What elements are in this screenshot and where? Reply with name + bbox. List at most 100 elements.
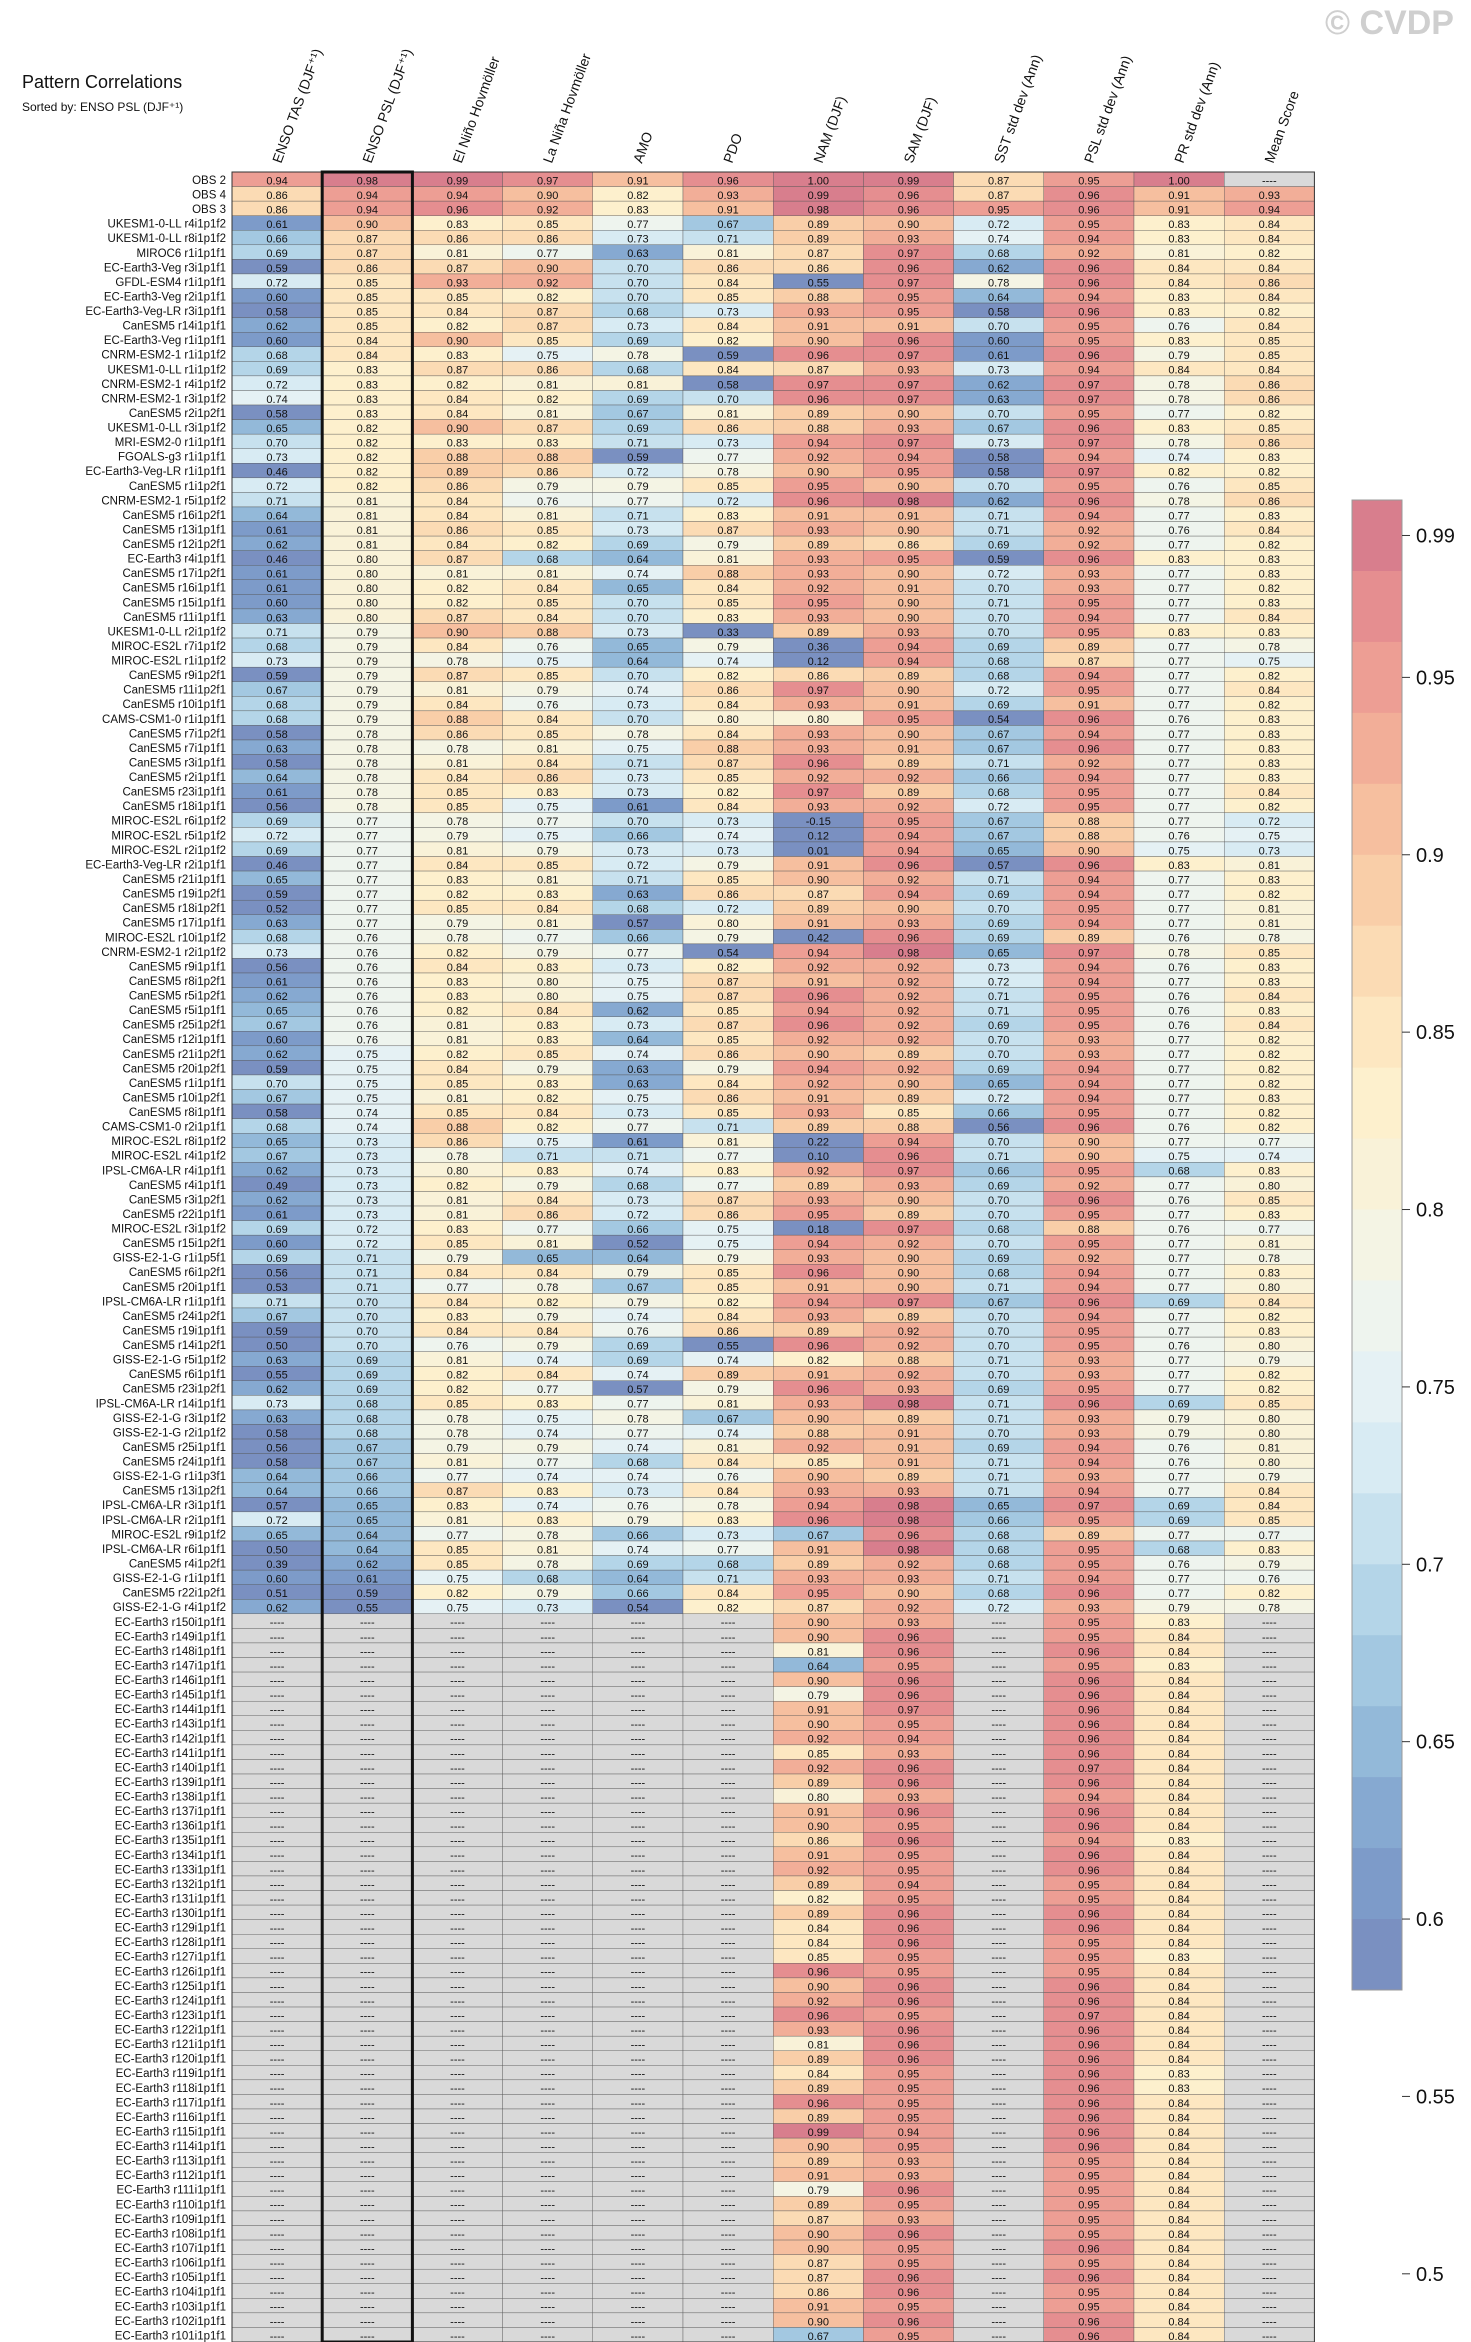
- row-label: EC-Earth3 r120i1p1f1: [115, 2054, 226, 2066]
- cell-value: 0.95: [898, 1719, 919, 1731]
- cell-value: 0.69: [627, 1340, 648, 1352]
- cell-value: 0.81: [1259, 1442, 1280, 1454]
- colorbar-tick-label: 0.7: [1416, 1554, 1444, 1576]
- cell-value: 0.87: [447, 612, 468, 624]
- cell-value: 0.95: [1078, 1107, 1099, 1119]
- cell-value: 0.84: [1168, 1763, 1189, 1775]
- cell-value: ----: [1262, 2141, 1277, 2153]
- cell-value: 0.83: [627, 205, 648, 217]
- cell-value: ----: [1262, 1908, 1277, 1920]
- cell-value: ----: [360, 1879, 375, 1891]
- cell-value: ----: [540, 1675, 555, 1687]
- cell-value: 0.96: [1078, 743, 1099, 755]
- cell-value: ----: [270, 1705, 285, 1717]
- cell-value: 0.96: [898, 1777, 919, 1789]
- cell-value: 0.98: [808, 205, 829, 217]
- row-label: EC-Earth3 r133i1p1f1: [115, 1864, 226, 1876]
- row-label: EC-Earth3 r145i1p1f1: [115, 1690, 226, 1702]
- cell-value: 0.96: [808, 1967, 829, 1979]
- cell-value: ----: [631, 1763, 646, 1775]
- cell-value: 0.97: [808, 787, 829, 799]
- cell-value: 0.87: [808, 2273, 829, 2285]
- cell-value: 0.96: [1078, 2025, 1099, 2037]
- cell-value: ----: [991, 1923, 1006, 1935]
- row-label: MIROC-ES2L r6i1p1f2: [111, 816, 226, 828]
- cell-value: 0.77: [1168, 976, 1189, 988]
- cell-value: 0.92: [1078, 1180, 1099, 1192]
- column-header: SAM (DJF): [900, 95, 939, 166]
- cell-value: 0.66: [988, 1515, 1009, 1527]
- cell-value: 0.67: [988, 743, 1009, 755]
- cell-value: 0.73: [357, 1137, 378, 1149]
- cell-value: 0.84: [537, 714, 558, 726]
- cell-value: 0.83: [447, 438, 468, 450]
- cell-value: 0.91: [898, 321, 919, 333]
- cell-value: 0.93: [898, 365, 919, 377]
- cell-value: 0.81: [1259, 1239, 1280, 1251]
- cell-value: ----: [360, 1807, 375, 1819]
- cell-value: 0.59: [266, 889, 287, 901]
- cell-value: 0.94: [808, 1501, 829, 1513]
- cell-value: 0.77: [1168, 510, 1189, 522]
- cell-value: 0.95: [1078, 1661, 1099, 1673]
- cell-value: ----: [1262, 1923, 1277, 1935]
- cell-value: ----: [450, 1807, 465, 1819]
- row-label: GISS-E2-1-G r5i1p1f2: [113, 1355, 226, 1367]
- cell-value: ----: [721, 2316, 736, 2328]
- cell-value: 0.58: [988, 306, 1009, 318]
- cell-value: 0.85: [1259, 1515, 1280, 1527]
- colorbar-swatch: [1352, 1138, 1402, 1211]
- cell-value: 0.91: [808, 1544, 829, 1556]
- cell-value: 0.90: [537, 263, 558, 275]
- cell-value: 0.69: [988, 1253, 1009, 1265]
- cell-value: 0.76: [1168, 991, 1189, 1003]
- cell-value: ----: [721, 2127, 736, 2139]
- cell-value: 0.83: [447, 874, 468, 886]
- cell-value: ----: [540, 1661, 555, 1673]
- cell-value: 0.96: [1078, 350, 1099, 362]
- cell-value: 0.83: [717, 510, 738, 522]
- cell-value: ----: [450, 1690, 465, 1702]
- cell-value: 0.73: [717, 816, 738, 828]
- cell-value: 0.95: [898, 554, 919, 566]
- cell-value: 0.82: [357, 452, 378, 464]
- cell-value: 0.89: [898, 1413, 919, 1425]
- cell-value: 0.89: [808, 1879, 829, 1891]
- cell-value: 0.92: [808, 1763, 829, 1775]
- cell-value: 0.83: [447, 991, 468, 1003]
- cell-value: 0.96: [898, 1530, 919, 1542]
- cell-value: 0.71: [266, 496, 287, 508]
- cell-value: 0.85: [537, 1049, 558, 1061]
- cell-value: ----: [631, 2302, 646, 2314]
- cell-value: 0.77: [357, 831, 378, 843]
- cell-value: 0.87: [447, 263, 468, 275]
- cell-value: 0.68: [988, 656, 1009, 668]
- row-label: CanESM5 r25i1p2f1: [122, 1020, 226, 1032]
- cell-value: 0.96: [898, 2025, 919, 2037]
- cell-value: 0.69: [988, 933, 1009, 945]
- cell-value: 0.63: [627, 1064, 648, 1076]
- cell-value: 0.93: [808, 569, 829, 581]
- cell-value: 0.82: [447, 1006, 468, 1018]
- cell-value: 0.61: [266, 1209, 287, 1221]
- cell-value: 0.97: [1078, 1763, 1099, 1775]
- cell-value: 0.71: [357, 1253, 378, 1265]
- cell-value: 0.96: [808, 1384, 829, 1396]
- cell-value: 0.74: [357, 1122, 378, 1134]
- cell-value: 0.70: [988, 627, 1009, 639]
- cell-value: 0.83: [1259, 1209, 1280, 1221]
- cell-value: 0.70: [627, 263, 648, 275]
- cell-value: 0.84: [1259, 321, 1280, 333]
- row-label: CanESM5 r17i1p1f1: [122, 918, 226, 930]
- cell-value: 0.97: [898, 1166, 919, 1178]
- cell-value: 0.77: [1168, 1209, 1189, 1221]
- cell-value: 0.96: [1078, 1646, 1099, 1658]
- cell-value: 0.84: [447, 1268, 468, 1280]
- row-label: CAMS-CSM1-0 r2i1p1f1: [102, 1122, 226, 1134]
- cell-value: 0.83: [447, 1311, 468, 1323]
- cell-value: 0.99: [808, 190, 829, 202]
- cell-value: 0.59: [357, 1588, 378, 1600]
- cell-value: ----: [1262, 1777, 1277, 1789]
- cell-value: 0.72: [266, 277, 287, 289]
- cell-value: 0.67: [988, 816, 1009, 828]
